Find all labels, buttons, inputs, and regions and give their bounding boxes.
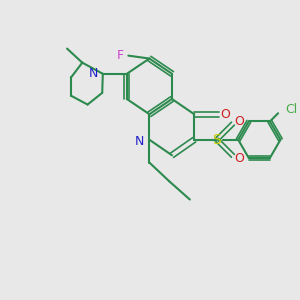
Text: F: F — [117, 49, 124, 62]
Text: N: N — [135, 135, 144, 148]
Text: N: N — [89, 67, 98, 80]
Text: Cl: Cl — [285, 103, 297, 116]
Text: O: O — [234, 152, 244, 165]
Text: O: O — [234, 115, 244, 128]
Text: O: O — [220, 108, 230, 121]
Text: S: S — [212, 133, 221, 147]
